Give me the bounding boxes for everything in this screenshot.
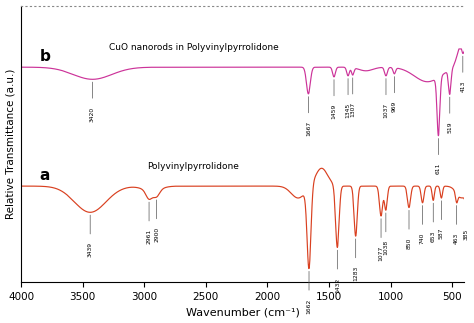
Text: 519: 519 (447, 121, 452, 133)
Text: 1667: 1667 (306, 121, 311, 136)
Text: 1662: 1662 (307, 298, 311, 314)
Text: 1345: 1345 (346, 103, 351, 118)
Text: 3439: 3439 (88, 242, 93, 257)
Text: 1037: 1037 (383, 103, 389, 118)
Text: 463: 463 (454, 233, 459, 244)
Text: 1283: 1283 (353, 266, 358, 281)
Text: 385: 385 (464, 229, 469, 241)
Y-axis label: Relative Transmittance (a.u.): Relative Transmittance (a.u.) (6, 69, 16, 219)
Text: 1459: 1459 (331, 104, 337, 119)
Text: Polyvinylpyrrolidone: Polyvinylpyrrolidone (147, 162, 239, 171)
Text: CuO nanorods in Polyvinylpyrrolidone: CuO nanorods in Polyvinylpyrrolidone (109, 43, 278, 52)
Text: 1077: 1077 (379, 246, 383, 261)
Text: b: b (40, 49, 50, 64)
Text: 969: 969 (392, 101, 397, 112)
Text: 1432: 1432 (335, 277, 340, 293)
X-axis label: Wavenumber (cm⁻¹): Wavenumber (cm⁻¹) (186, 307, 300, 318)
Text: 850: 850 (407, 237, 411, 249)
Text: 653: 653 (431, 230, 436, 242)
Text: 611: 611 (436, 163, 441, 174)
Text: 1307: 1307 (350, 102, 355, 118)
Text: 413: 413 (460, 80, 465, 92)
Text: 740: 740 (420, 233, 425, 244)
Text: 2961: 2961 (146, 229, 152, 245)
Text: a: a (40, 168, 50, 183)
Text: 2900: 2900 (154, 227, 159, 242)
Text: 587: 587 (439, 228, 444, 239)
Text: 3420: 3420 (90, 107, 95, 121)
Text: 1038: 1038 (383, 240, 388, 255)
